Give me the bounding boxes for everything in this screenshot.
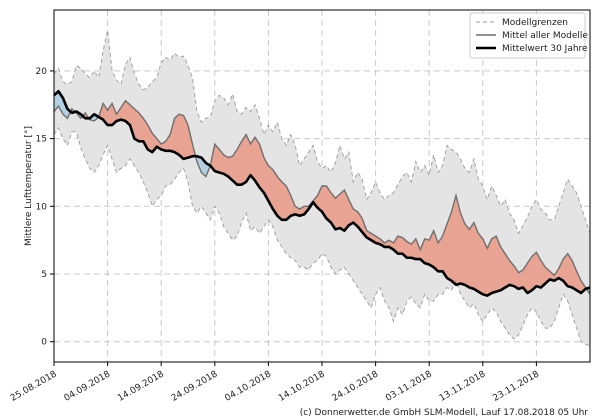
envelope-lower-line	[53, 126, 591, 347]
x-tick-label: 24.09.2018	[170, 369, 220, 404]
x-tick-label: 23.11.2018	[491, 369, 541, 404]
credit-text: (c) Donnerwetter.de GmbH SLM-Modell, Lau…	[300, 408, 589, 418]
above-normal-area	[134, 108, 140, 142]
above-normal-area	[397, 235, 403, 254]
legend-box	[469, 12, 586, 59]
y-tick-label: 0	[41, 338, 47, 348]
legend-label-climate: Mittelwert 30 Jahre	[502, 44, 588, 54]
above-normal-area	[464, 223, 470, 288]
y-axis-label: Mittlere Lufttemperatur [°]	[24, 126, 34, 246]
above-normal-area	[339, 189, 345, 232]
above-normal-area	[491, 235, 497, 294]
envelope-upper-line	[53, 30, 591, 235]
y-tick-label: 20	[36, 67, 48, 77]
legend-label-mean: Mittel aller Modelle	[502, 31, 588, 41]
x-axis-ticks: 25.08.2018 04.09.2018 14.09.2018 24.09.2018…	[9, 362, 541, 404]
above-normal-area	[241, 133, 247, 186]
model-mean-line	[53, 99, 591, 295]
above-normal-area	[469, 221, 475, 290]
above-normal-area	[178, 113, 184, 160]
legend: Modellgrenzen Mittel aller Modelle Mitte…	[469, 12, 588, 59]
above-normal-area	[478, 232, 483, 295]
above-normal-area	[424, 238, 430, 265]
x-tick-label: 14.09.2018	[116, 369, 166, 404]
x-tick-label: 25.08.2018	[9, 369, 59, 404]
legend-label-envelope: Modellgrenzen	[502, 18, 568, 28]
above-normal-area	[174, 113, 180, 156]
series-lines	[53, 30, 591, 347]
x-tick-label: 03.11.2018	[384, 369, 434, 404]
x-tick-label: 04.10.2018	[223, 369, 273, 404]
x-tick-label: 13.11.2018	[438, 369, 488, 404]
y-tick-label: 15	[36, 135, 47, 145]
above-normal-area	[531, 251, 537, 291]
above-normal-area	[277, 175, 282, 221]
above-normal-area	[281, 181, 287, 221]
y-tick-label: 5	[41, 270, 47, 280]
x-tick-label: 14.10.2018	[277, 369, 327, 404]
x-tick-label: 04.09.2018	[63, 369, 113, 404]
climate-mean-line	[53, 89, 591, 297]
above-normal-area	[335, 193, 341, 230]
y-axis-ticks: 0 5 10 15 20	[36, 67, 54, 348]
x-tick-label: 24.10.2018	[331, 369, 381, 404]
y-tick-label: 10	[36, 202, 48, 212]
